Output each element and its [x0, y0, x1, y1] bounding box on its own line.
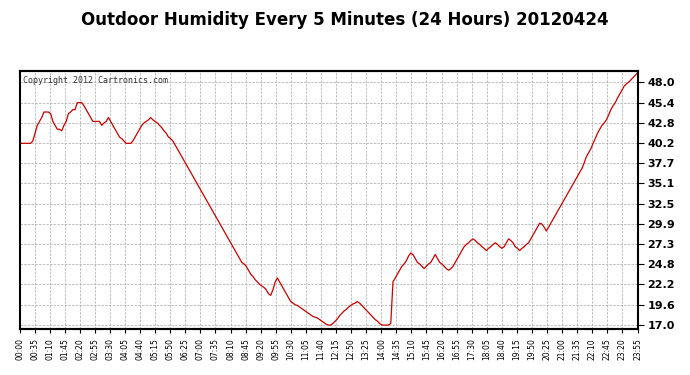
Text: Copyright 2012 Cartronics.com: Copyright 2012 Cartronics.com [23, 76, 168, 85]
Text: Outdoor Humidity Every 5 Minutes (24 Hours) 20120424: Outdoor Humidity Every 5 Minutes (24 Hou… [81, 11, 609, 29]
